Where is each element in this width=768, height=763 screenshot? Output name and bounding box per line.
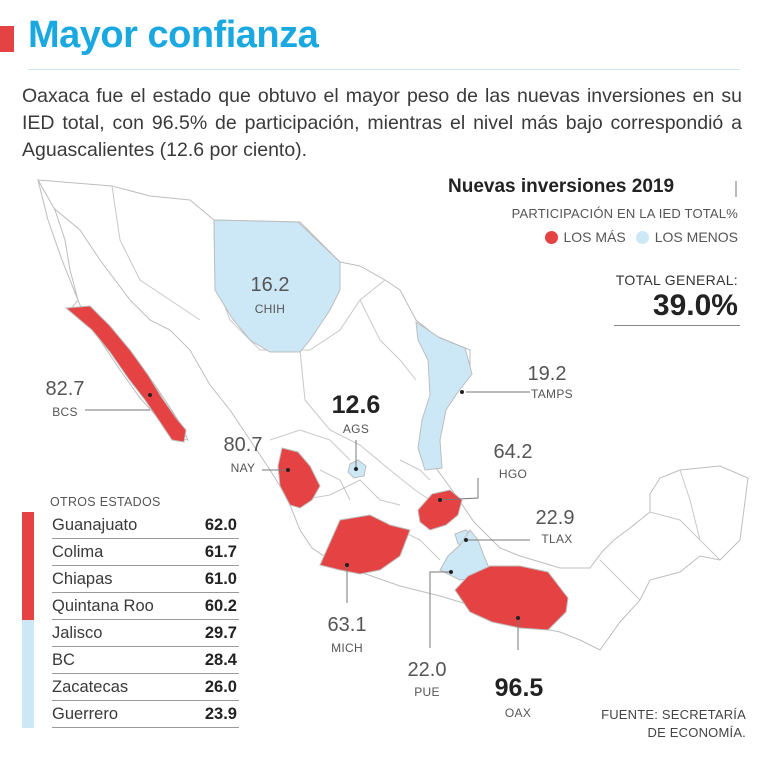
bcs-value: 82.7 bbox=[45, 378, 85, 400]
state-oax bbox=[454, 565, 569, 631]
oax-value: 96.5 bbox=[494, 674, 544, 702]
row-name: Guanajuato bbox=[52, 516, 138, 534]
total-label: TOTAL GENERAL: bbox=[615, 272, 738, 288]
legend-low-label: LOS MENOS bbox=[654, 229, 738, 245]
row-name: Zacatecas bbox=[52, 678, 129, 696]
source-line-1: FUENTE: SECRETARÍA bbox=[601, 707, 746, 722]
leader-lines bbox=[85, 391, 530, 650]
row-value: 26.0 bbox=[204, 678, 237, 696]
total-value: 39.0% bbox=[652, 289, 738, 322]
row-value: 60.2 bbox=[204, 597, 237, 615]
others-title: OTROS ESTADOS bbox=[50, 495, 161, 509]
legend-high-label: LOS MÁS bbox=[563, 229, 626, 245]
row-swatch bbox=[22, 566, 34, 593]
table-row: Chiapas 61.0 bbox=[22, 566, 239, 593]
table-row: Colima 61.7 bbox=[22, 539, 239, 566]
table-row: Guanajuato 62.0 bbox=[22, 512, 239, 539]
chih-value: 16.2 bbox=[250, 274, 290, 296]
row-value: 61.7 bbox=[204, 543, 237, 561]
legend-title-bar bbox=[735, 181, 737, 197]
table-row: Quintana Roo 60.2 bbox=[22, 593, 239, 620]
source-note: FUENTE: SECRETARÍA DE ECONOMÍA. bbox=[586, 706, 746, 742]
oax-abbr: OAX bbox=[504, 706, 532, 720]
row-name: Quintana Roo bbox=[52, 597, 154, 615]
leader-dots bbox=[148, 390, 520, 620]
row-swatch bbox=[22, 593, 34, 620]
state-hgo bbox=[417, 489, 463, 531]
nay-abbr: NAY bbox=[230, 461, 256, 475]
row-value: 23.9 bbox=[204, 705, 237, 723]
state-borders bbox=[111, 185, 721, 601]
tamps-abbr: TAMPS bbox=[531, 387, 573, 401]
row-swatch bbox=[22, 539, 34, 566]
pue-abbr: PUE bbox=[414, 685, 440, 699]
chih-abbr: CHIH bbox=[254, 302, 286, 316]
title-accent-bar bbox=[0, 26, 14, 52]
row-name: Colima bbox=[52, 543, 104, 561]
legend-title: Nuevas inversiones 2019 bbox=[448, 176, 675, 197]
row-value: 62.0 bbox=[204, 516, 237, 534]
nay-value: 80.7 bbox=[223, 434, 263, 456]
state-bcs bbox=[64, 305, 187, 443]
row-name: Jalisco bbox=[52, 624, 103, 642]
mich-abbr: MICH bbox=[331, 641, 363, 655]
row-swatch bbox=[22, 620, 34, 647]
high-swatch-icon bbox=[544, 230, 558, 244]
row-name: Chiapas bbox=[52, 570, 113, 588]
mich-value: 63.1 bbox=[327, 614, 367, 636]
table-row: BC 28.4 bbox=[22, 647, 239, 674]
title-divider bbox=[28, 69, 740, 70]
row-swatch bbox=[22, 647, 34, 674]
bcs-abbr: BCS bbox=[52, 405, 78, 419]
legend-keys: LOS MÁS LOS MENOS bbox=[544, 229, 738, 245]
table-row: Zacatecas 26.0 bbox=[22, 674, 239, 701]
row-swatch bbox=[22, 674, 34, 701]
row-name: BC bbox=[52, 651, 75, 669]
ags-value: 12.6 bbox=[331, 391, 381, 419]
state-mich bbox=[319, 514, 411, 575]
page-title: Mayor confianza bbox=[28, 14, 319, 56]
row-value: 28.4 bbox=[204, 651, 237, 669]
state-nay bbox=[277, 447, 321, 509]
row-swatch bbox=[22, 701, 34, 728]
tlax-value: 22.9 bbox=[535, 507, 575, 529]
intro-text: Oaxaca fue el estado que obtuvo el mayor… bbox=[22, 85, 742, 161]
table-row: Guerrero 23.9 bbox=[22, 701, 239, 728]
tlax-abbr: TLAX bbox=[541, 532, 573, 546]
legend-subtitle: PARTICIPACIÓN EN LA IED TOTAL% bbox=[511, 206, 738, 221]
low-swatch-icon bbox=[635, 230, 649, 244]
row-name: Guerrero bbox=[52, 705, 119, 723]
pue-value: 22.0 bbox=[407, 659, 447, 681]
total-divider bbox=[614, 325, 740, 326]
hgo-abbr: HGO bbox=[498, 467, 528, 481]
state-chih bbox=[213, 219, 341, 353]
row-value: 61.0 bbox=[204, 570, 237, 588]
row-value: 29.7 bbox=[204, 624, 237, 642]
table-row: Jalisco 29.7 bbox=[22, 620, 239, 647]
others-table: Guanajuato 62.0 Colima 61.7 Chiapas 61.0 Qu… bbox=[22, 512, 239, 728]
source-line-2: DE ECONOMÍA. bbox=[647, 725, 746, 740]
row-swatch bbox=[22, 512, 34, 539]
tamps-value: 19.2 bbox=[527, 363, 567, 385]
hgo-value: 64.2 bbox=[493, 441, 533, 463]
state-tamps bbox=[415, 320, 473, 471]
ags-abbr: AGS bbox=[342, 422, 370, 436]
